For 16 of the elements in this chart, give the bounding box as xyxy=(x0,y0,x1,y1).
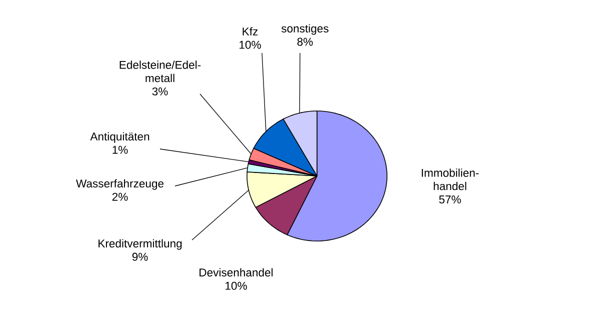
slice-label: Immobilien-handel xyxy=(422,168,479,190)
data-label: 10% xyxy=(240,40,261,49)
slice-label: Kreditvermittlung xyxy=(98,239,182,250)
data-label: 10% xyxy=(226,282,247,290)
data-label: 2% xyxy=(112,192,128,201)
slice-label: sonstiges xyxy=(281,24,328,35)
slice-label: Wasserfahrzeuge xyxy=(76,179,164,190)
data-label: 1% xyxy=(112,146,128,154)
slice-label: Antiquitäten xyxy=(90,132,150,143)
slice-label: Kfz xyxy=(242,27,258,36)
data-label: 8% xyxy=(297,38,313,46)
slice-label: Edelsteine/Edel-metall xyxy=(120,60,201,82)
slice-label: Devisenhandel xyxy=(200,268,273,276)
data-label: 57% xyxy=(439,195,461,204)
data-label: 9% xyxy=(132,252,148,261)
data-label: 3% xyxy=(152,87,168,96)
